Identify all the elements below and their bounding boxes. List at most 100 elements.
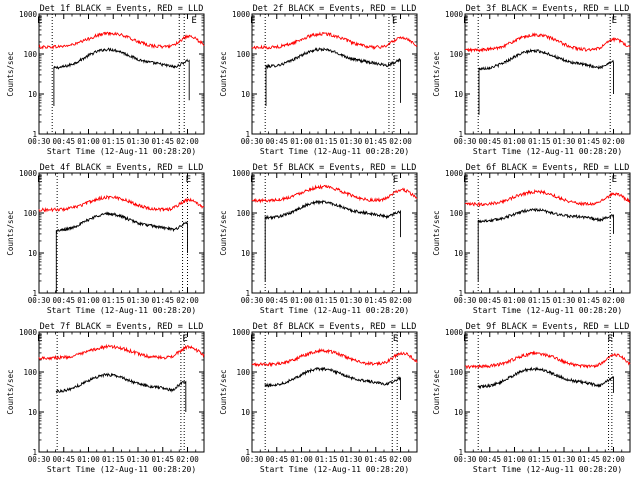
y-tick-label: 1 — [245, 448, 250, 457]
event-marker-label: E — [182, 334, 187, 344]
x-tick-label: 01:15 — [102, 296, 125, 305]
y-tick-label: 1 — [458, 130, 463, 139]
event-marker-label: E — [392, 16, 397, 26]
y-tick-label: 1000 — [445, 10, 464, 19]
x-tick-label: 00:45 — [478, 296, 501, 305]
plot-frame — [464, 13, 631, 135]
y-tick-label: 10 — [241, 90, 251, 99]
x-tick-label: 01:30 — [553, 137, 576, 146]
events-series-line — [264, 199, 401, 281]
y-tick-label: 10 — [28, 249, 38, 258]
lld-series-line — [464, 32, 631, 54]
event-marker-label: E — [463, 16, 468, 26]
events-series-line — [55, 211, 188, 293]
plot-panel-5: Det 5f BLACK = Events, RED = LLD 1 10 100 10… — [219, 163, 418, 315]
x-tick-label: 00:45 — [52, 296, 75, 305]
x-axis-label: Start Time (12-Aug-11 00:28:20) — [260, 465, 409, 474]
plot-panel-3: Det 3f BLACK = Events, RED = LLD 1 10 100 10… — [432, 4, 631, 156]
events-series-line — [477, 366, 614, 393]
y-tick-label: 1000 — [232, 328, 251, 337]
y-tick-label: 1000 — [19, 169, 38, 178]
x-tick-label: 02:00 — [176, 137, 199, 146]
plot-frame — [464, 172, 631, 294]
x-tick-label: 01:00 — [503, 137, 526, 146]
x-tick-label: 01:45 — [577, 455, 600, 464]
lld-series-line — [38, 31, 205, 50]
x-tick-label: 01:30 — [340, 137, 363, 146]
event-marker-label: E — [393, 334, 398, 344]
x-tick-label: 00:30 — [454, 137, 477, 146]
event-marker-label: E — [250, 334, 255, 344]
x-tick-label: 01:00 — [290, 137, 313, 146]
y-tick-label: 100 — [236, 368, 250, 377]
events-series-line — [53, 47, 190, 106]
event-marker-label: E — [393, 175, 398, 185]
plot-panel-2: Det 2f BLACK = Events, RED = LLD 1 10 100 10… — [219, 4, 418, 156]
y-tick-label: 1000 — [232, 10, 251, 19]
y-axis-label: Counts/sec — [6, 369, 15, 414]
plot-title: Det 1f BLACK = Events, RED = LLD — [40, 4, 204, 14]
plot-frame — [251, 172, 418, 294]
x-tick-label: 00:30 — [28, 137, 51, 146]
x-tick-label: 00:30 — [28, 296, 51, 305]
plot-title: Det 3f BLACK = Events, RED = LLD — [466, 4, 630, 14]
y-tick-label: 100 — [236, 209, 250, 218]
x-tick-label: 01:00 — [290, 296, 313, 305]
plot-frame — [464, 331, 631, 453]
events-series-line — [55, 372, 187, 412]
x-tick-label: 01:45 — [151, 455, 174, 464]
lld-series-line — [38, 194, 205, 213]
x-tick-label: 00:30 — [454, 455, 477, 464]
y-tick-label: 10 — [454, 408, 464, 417]
x-tick-label: 01:45 — [364, 455, 387, 464]
x-tick-label: 00:30 — [241, 296, 264, 305]
lld-series-line — [251, 183, 418, 204]
x-tick-label: 01:45 — [364, 296, 387, 305]
x-tick-label: 01:30 — [553, 455, 576, 464]
y-tick-label: 1000 — [232, 169, 251, 178]
x-tick-label: 01:30 — [340, 296, 363, 305]
y-tick-label: 100 — [449, 368, 463, 377]
plot-title: Det 2f BLACK = Events, RED = LLD — [253, 4, 417, 14]
y-axis-label: Counts/sec — [432, 369, 441, 414]
plot-title: Det 6f BLACK = Events, RED = LLD — [466, 163, 630, 173]
events-series-line — [477, 207, 614, 281]
lld-series-line — [38, 343, 205, 361]
y-tick-label: 10 — [241, 249, 251, 258]
x-tick-label: 00:30 — [241, 455, 264, 464]
x-axis-label: Start Time (12-Aug-11 00:28:20) — [47, 147, 196, 156]
event-marker-label: E — [612, 175, 617, 185]
plot-title: Det 5f BLACK = Events, RED = LLD — [253, 163, 417, 173]
lld-series-line — [464, 188, 631, 208]
y-tick-label: 10 — [28, 408, 38, 417]
plot-panel-8: Det 8f BLACK = Events, RED = LLD 1 10 100 10… — [219, 322, 418, 474]
event-marker-label: E — [37, 16, 42, 26]
x-tick-label: 01:30 — [340, 455, 363, 464]
x-tick-label: 01:30 — [127, 455, 150, 464]
x-tick-label: 01:15 — [102, 137, 125, 146]
y-tick-label: 10 — [454, 90, 464, 99]
lld-series-line — [251, 347, 418, 368]
x-tick-label: 02:00 — [602, 296, 625, 305]
x-tick-label: 01:45 — [364, 137, 387, 146]
y-tick-label: 1000 — [445, 169, 464, 178]
x-tick-label: 01:00 — [77, 137, 100, 146]
x-tick-label: 01:15 — [315, 137, 338, 146]
x-tick-label: 02:00 — [602, 455, 625, 464]
plot-panel-9: Det 9f BLACK = Events, RED = LLD 1 10 100 10… — [432, 322, 631, 474]
x-tick-label: 01:45 — [151, 296, 174, 305]
event-marker-label: E — [250, 175, 255, 185]
x-tick-label: 02:00 — [176, 296, 199, 305]
x-tick-label: 00:45 — [265, 296, 288, 305]
y-tick-label: 1000 — [445, 328, 464, 337]
plot-panel-4: Det 4f BLACK = Events, RED = LLD 1 10 100 10… — [6, 163, 205, 315]
x-tick-label: 01:00 — [77, 296, 100, 305]
event-marker-label: E — [607, 334, 612, 344]
x-axis-label: Start Time (12-Aug-11 00:28:20) — [47, 306, 196, 315]
y-axis-label: Counts/sec — [219, 369, 228, 414]
lld-series-line — [464, 350, 631, 370]
y-tick-label: 100 — [449, 209, 463, 218]
x-tick-label: 01:15 — [528, 137, 551, 146]
plot-title: Det 4f BLACK = Events, RED = LLD — [40, 163, 204, 173]
y-tick-label: 1000 — [19, 10, 38, 19]
